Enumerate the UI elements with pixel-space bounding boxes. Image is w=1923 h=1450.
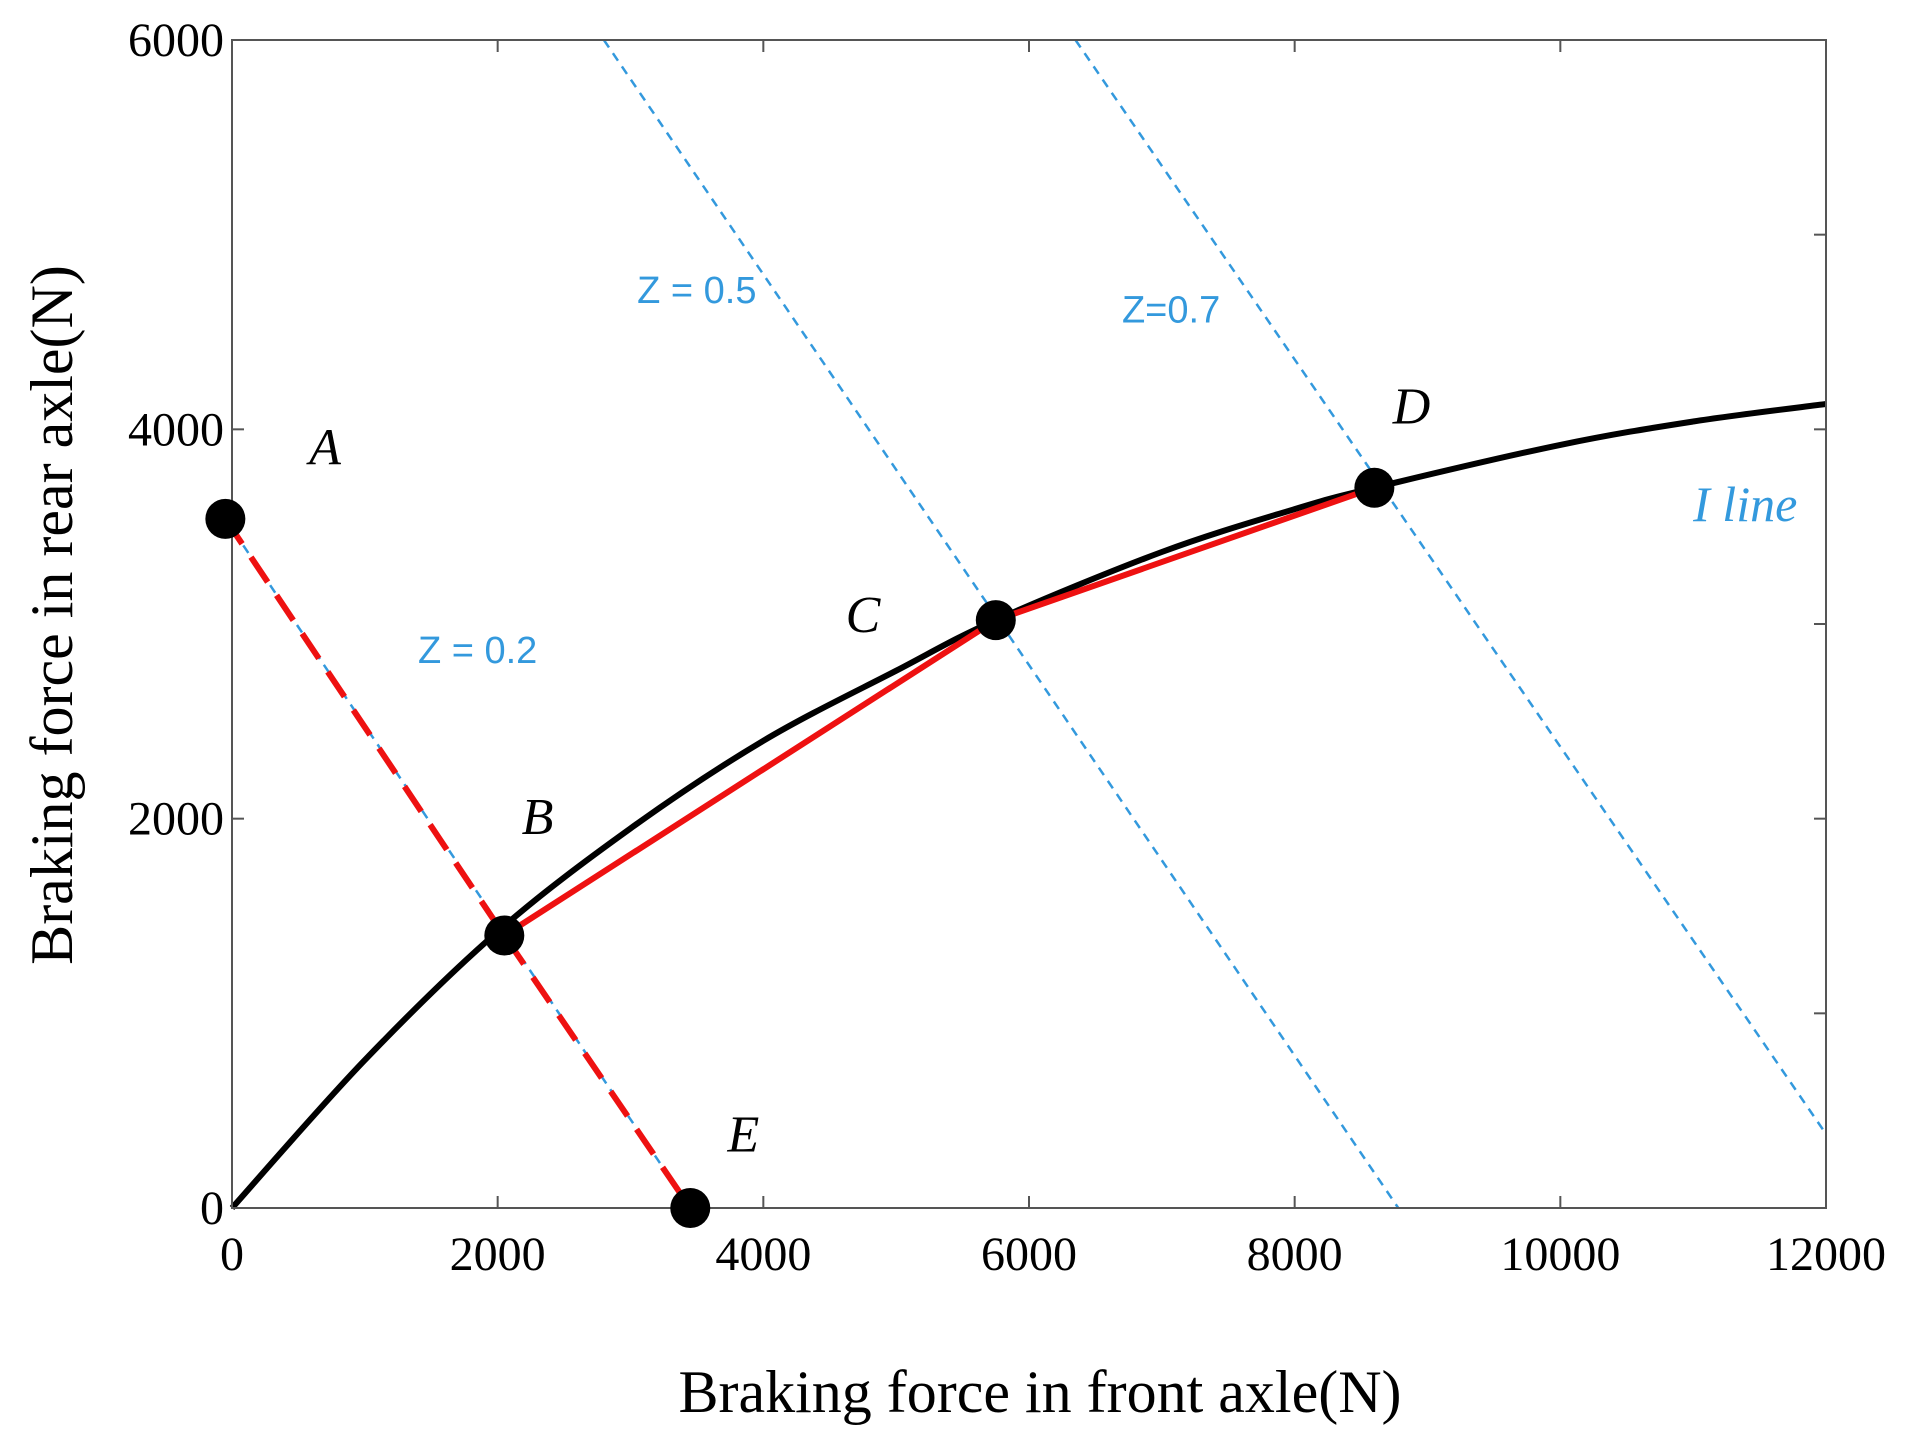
x-axis-title: Braking force in front axle(N) — [678, 1359, 1401, 1425]
point-b-marker — [484, 915, 525, 956]
text-annotations: A B C D E Z = 0.2 Z = 0.5 Z=0.7 I line — [306, 270, 1797, 1164]
point-a-marker — [205, 498, 246, 539]
point-c-marker — [975, 600, 1016, 641]
plot-series — [226, 40, 1826, 1211]
axis-ticks: 0 2000 4000 6000 8000 10000 12000 0 2000 4000 6000 — [128, 14, 1886, 1281]
point-markers — [205, 467, 1395, 1228]
point-d-marker — [1354, 467, 1395, 508]
x-tick-label: 0 — [220, 1228, 244, 1281]
point-c-label: C — [846, 587, 882, 644]
plot-frame — [231, 39, 1827, 1209]
z-line-2 — [1074, 40, 1826, 1135]
strategy-solid-line — [502, 484, 1376, 939]
point-b-label: B — [522, 789, 554, 846]
plot-border — [231, 39, 1827, 1209]
z-line-label-0: Z = 0.2 — [418, 630, 537, 672]
point-d-label: D — [1392, 378, 1431, 435]
y-tick-label: 2000 — [128, 793, 224, 846]
point-e-label: E — [727, 1107, 760, 1164]
y-tick-label: 0 — [200, 1182, 224, 1235]
ideal-curve — [229, 401, 1826, 1211]
point-e-marker — [670, 1188, 711, 1228]
strategy-dashed-line — [226, 517, 693, 1210]
y-tick-label: 6000 — [128, 14, 224, 67]
z-line-label-2: Z=0.7 — [1122, 289, 1220, 331]
x-tick-label: 12000 — [1766, 1228, 1886, 1281]
x-tick-label: 8000 — [1247, 1228, 1343, 1281]
y-axis-title: Braking force in rear axle(N) — [19, 265, 85, 965]
x-tick-label: 10000 — [1500, 1228, 1620, 1281]
i-line-label: I line — [1692, 476, 1797, 532]
y-tick-label: 4000 — [128, 403, 224, 456]
x-tick-label: 2000 — [450, 1228, 546, 1281]
point-a-label: A — [306, 419, 341, 476]
x-tick-label: 6000 — [981, 1228, 1077, 1281]
x-tick-label: 4000 — [715, 1228, 811, 1281]
z-line-label-1: Z = 0.5 — [637, 270, 756, 312]
